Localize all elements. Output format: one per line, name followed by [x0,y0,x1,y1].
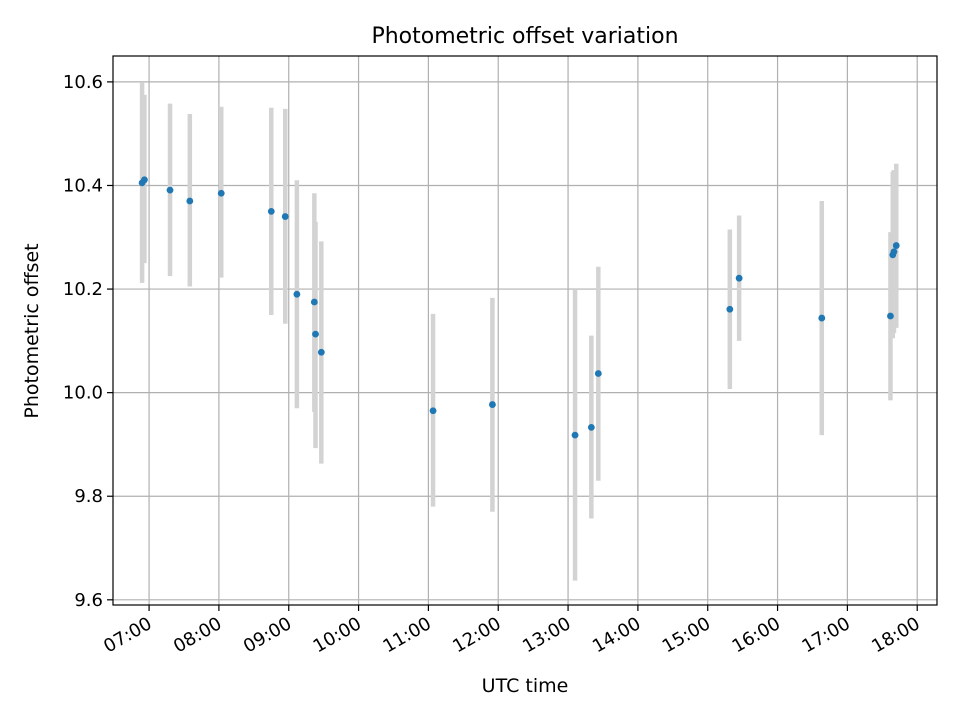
y-tick-label: 10.6 [63,72,103,93]
data-point [571,431,579,439]
data-point [166,186,174,194]
y-tick-label: 10.2 [63,279,103,300]
data-point [489,401,496,408]
data-point [281,213,289,220]
data-point [892,242,900,249]
plot-area-frame [112,55,938,606]
plot-area-background [113,56,937,605]
data-point [217,189,225,197]
y-tick-label: 10.4 [63,175,103,196]
y-axis-label: Photometric offset [21,243,43,418]
data-point [594,370,602,377]
y-tick-label: 9.6 [74,590,103,611]
chart-title: Photometric offset variation [371,24,678,49]
data-point [587,423,595,431]
data-point [267,207,275,215]
data-point [186,197,194,205]
data-point [735,274,743,282]
data-point [887,312,894,320]
data-point [141,176,148,184]
gridlines [113,56,937,605]
y-tick-label: 10.0 [63,383,103,404]
data-point [818,314,826,322]
data-point [726,305,734,313]
data-points [138,176,900,439]
data-point [312,330,319,338]
x-axis-label: UTC time [482,675,569,697]
data-point [429,407,437,415]
data-point [310,298,318,306]
data-point [890,248,898,256]
y-tick-label: 9.8 [74,486,103,507]
data-point [317,348,325,356]
y-axis-ticks: 9.6 9.8 10.0 10.2 10.4 10.6 [63,72,113,611]
data-point [293,290,301,298]
